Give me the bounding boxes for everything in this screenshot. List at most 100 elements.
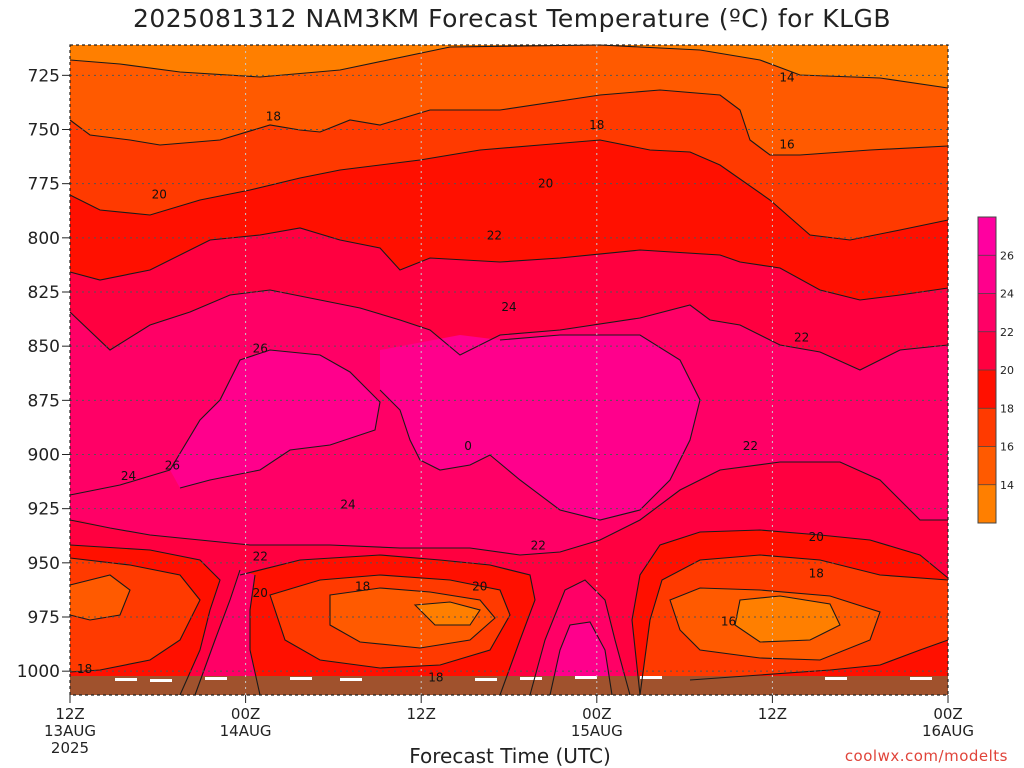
ground-gap-0: [115, 678, 137, 681]
colorbar-segment-3: [978, 370, 996, 409]
y-tick-label-1000: 1000: [17, 662, 60, 682]
ground-surface: [70, 676, 948, 695]
ground-gap-4: [340, 678, 362, 681]
contour-line-6: [379, 334, 701, 521]
contour-label-10: 0: [464, 439, 472, 453]
contour-label-5: 20: [538, 177, 553, 191]
colorbar-segment-2: [978, 408, 996, 447]
x-tick-label-4-0: 12Z: [758, 705, 787, 723]
contour-label-7: 24: [501, 300, 516, 314]
fill-band-20: [170, 350, 380, 488]
x-tick-label-2-0: 12Z: [407, 705, 436, 723]
contour-lines: [69, 44, 949, 696]
contour-line-20: [194, 569, 241, 696]
contour-label-17: 20: [809, 530, 824, 544]
contour-label-1: 18: [266, 110, 281, 124]
ground-gap-5: [475, 678, 497, 681]
contour-label-15: 22: [253, 549, 268, 563]
contour-line-9: [631, 529, 949, 696]
contour-label-21: 18: [809, 567, 824, 581]
ground-gap-6: [520, 677, 542, 680]
contour-line-10: [69, 544, 221, 696]
contour-label-2: 18: [589, 118, 604, 132]
contour-label-11: 22: [743, 439, 758, 453]
fill-band-0: [70, 45, 948, 88]
x-tick-label-0-0: 12Z: [55, 705, 84, 723]
colorbar-label-20: 20: [1000, 364, 1014, 377]
contour-label-8: 22: [794, 331, 809, 345]
y-tick-label-750: 750: [28, 121, 60, 141]
fill-band-2: [70, 90, 948, 240]
fill-band-15: [735, 596, 840, 642]
y-tick-label-800: 800: [28, 229, 60, 249]
contour-line-2: [69, 139, 949, 241]
contour-label-18: 20: [253, 586, 268, 600]
colorbar-segment-5: [978, 293, 996, 332]
contour-label-3: 16: [779, 138, 794, 152]
fill-band-4: [70, 228, 948, 370]
contour-label-24: 18: [428, 671, 443, 685]
contour-line-22: [529, 579, 631, 696]
contour-line-21: [249, 574, 261, 696]
contour-label-13: 24: [121, 469, 136, 483]
contour-label-4: 20: [152, 188, 167, 202]
colorbar-label-22: 22: [1000, 326, 1014, 339]
x-tick-label-0-1: 13AUG: [44, 722, 96, 740]
ground-gap-8: [640, 676, 662, 679]
y-tick-label-850: 850: [28, 337, 60, 357]
contour-line-3: [69, 227, 949, 301]
ground-gap-9: [825, 677, 847, 680]
x-tick-label-3-0: 00Z: [582, 705, 611, 723]
contour-line-19: [413, 601, 481, 626]
colorbar-label-16: 16: [1000, 441, 1014, 454]
grid-lines: [70, 45, 948, 695]
ground-band: [70, 676, 948, 695]
x-tick-label-1-1: 14AUG: [220, 722, 272, 740]
y-tick-label-975: 975: [28, 608, 60, 628]
chart-title: 2025081312 NAM3KM Forecast Temperature (…: [132, 4, 892, 33]
contour-label-23: 18: [77, 662, 92, 676]
plot-frame: [69, 44, 949, 696]
frame-rect: [69, 44, 949, 696]
contour-line-12: [639, 554, 949, 696]
contour-label-14: 24: [340, 497, 355, 511]
y-axis: 725 750 775 800 825 850 875 900 925 950 975 1000: [17, 66, 70, 682]
contour-line-4: [69, 289, 949, 371]
contour-label-12: 26: [165, 458, 180, 472]
x-tick-label-1-0: 00Z: [231, 705, 260, 723]
contour-label-0: 14: [779, 71, 794, 85]
contour-line-13: [69, 557, 201, 673]
y-tick-label-925: 925: [28, 500, 60, 520]
y-tick-label-825: 825: [28, 283, 60, 303]
colorbar-label-18: 18: [1000, 402, 1014, 415]
colorbar: 14 16 18 20 22 24 26: [977, 216, 1014, 524]
fill-band-17: [195, 570, 260, 695]
credit-link[interactable]: coolwx.com/modelts: [844, 747, 1008, 765]
fill-band-16: [415, 602, 480, 625]
colorbar-segment-6: [978, 255, 996, 294]
temperature-field: [70, 45, 948, 695]
contour-line-14: [269, 574, 511, 669]
x-axis-label: Forecast Time (UTC): [409, 744, 611, 768]
contour-line-17: [329, 587, 496, 649]
contour-label-20: 20: [472, 580, 487, 594]
ground-gap-3: [290, 677, 312, 680]
ground-gap-2: [205, 677, 227, 680]
ground-gap-10: [910, 677, 932, 680]
contour-label-16: 22: [531, 539, 546, 553]
contour-line-8: [69, 461, 948, 556]
colorbar-label-14: 14: [1000, 479, 1014, 492]
contour-line-1: [69, 89, 949, 156]
contour-line-5: [169, 349, 381, 489]
colorbar-label-24: 24: [1000, 288, 1014, 301]
colorbar-segment-0: [978, 484, 996, 523]
x-tick-label-0-2: 2025: [51, 739, 89, 757]
y-tick-label-775: 775: [28, 175, 60, 195]
fill-band-21: [380, 335, 700, 520]
contour-line-11: [239, 554, 536, 696]
fill-band-1: [70, 45, 948, 155]
contour-line-23: [549, 621, 613, 696]
contour-label-6: 22: [487, 229, 502, 243]
